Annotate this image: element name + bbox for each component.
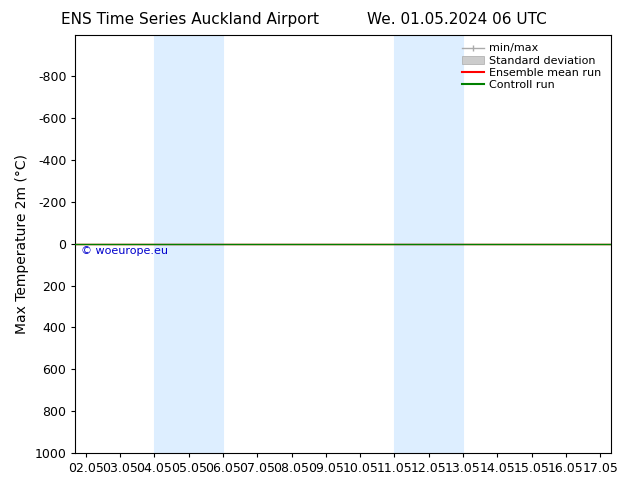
Text: ENS Time Series Auckland Airport: ENS Time Series Auckland Airport [61,12,319,27]
Bar [394,35,463,453]
Bar [154,35,223,453]
Legend: min/max, Standard deviation, Ensemble mean run, Controll run: min/max, Standard deviation, Ensemble me… [458,40,605,94]
Text: © woeurope.eu: © woeurope.eu [81,246,168,256]
Y-axis label: Max Temperature 2m (°C): Max Temperature 2m (°C) [15,154,29,334]
Text: We. 01.05.2024 06 UTC: We. 01.05.2024 06 UTC [366,12,547,27]
